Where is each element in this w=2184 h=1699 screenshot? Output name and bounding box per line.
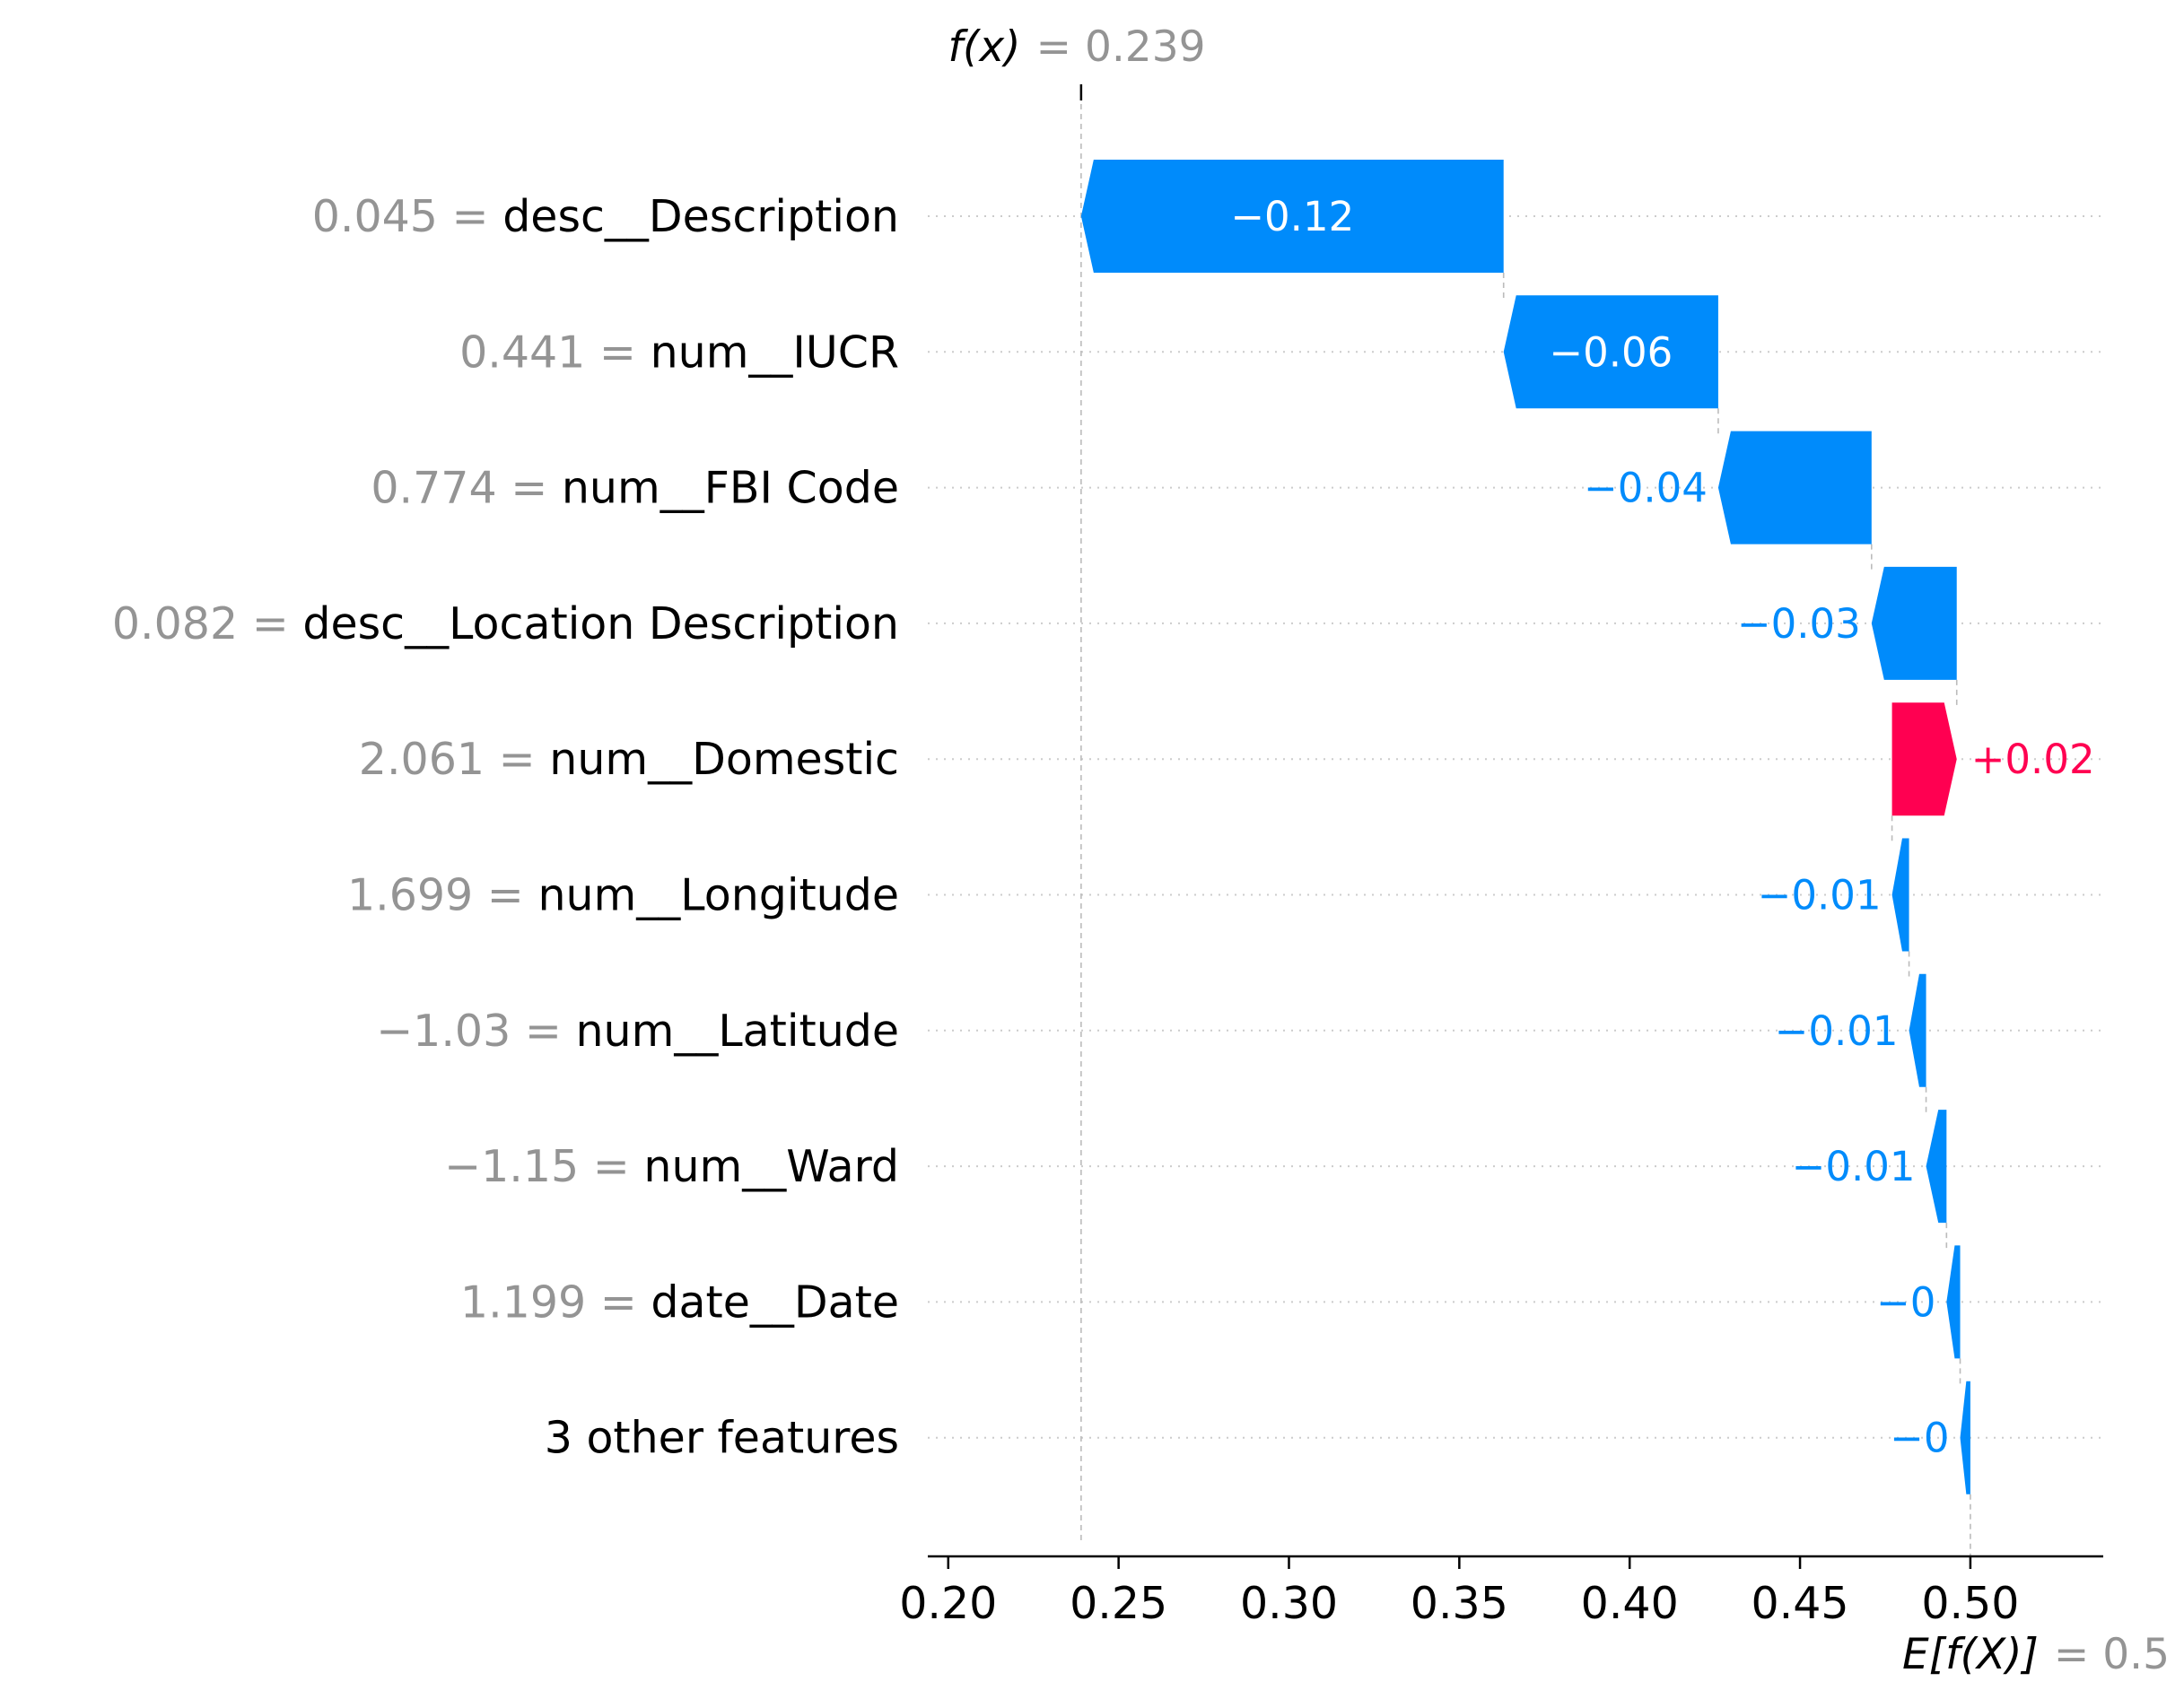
waterfall-bar [1909, 973, 1926, 1087]
feature-label: 3 other features [545, 1413, 899, 1464]
bar-value-label: −0 [1890, 1415, 1949, 1462]
bar-value-label: −0 [1876, 1278, 1935, 1326]
feature-label: −1.15 = num__Ward [444, 1141, 899, 1192]
fx-annotation: f(x) = 0.239 [948, 22, 1205, 72]
feature-label: 1.199 = date__Date [460, 1276, 899, 1328]
x-tick-label: 0.25 [1070, 1578, 1167, 1629]
bar-value-label: −0.01 [1758, 872, 1882, 919]
waterfall-bar [1503, 295, 1718, 409]
x-tick-label: 0.50 [1921, 1578, 2019, 1629]
feature-value: 0.774 = [371, 463, 562, 514]
waterfall-bar [1926, 1110, 1947, 1224]
feature-value: 2.061 = [359, 734, 550, 785]
bar-value-label: −0.06 [1549, 328, 1673, 376]
annotations: f(x) = 0.239 E[f(X)] = 0.5 [948, 22, 2170, 1679]
feature-value: 0.082 = [112, 598, 303, 649]
ex-label: E[f(X)] [1902, 1630, 2039, 1679]
x-tick-label: 0.45 [1752, 1578, 1849, 1629]
feature-label: 0.082 = desc__Location Description [112, 598, 899, 649]
x-tick-label: 0.35 [1411, 1578, 1508, 1629]
waterfall-bar [1717, 431, 1872, 545]
feature-label: 0.045 = desc__Description [312, 191, 899, 242]
x-axis: 0.20 0.25 0.30 0.35 0.40 0.45 0.50 [899, 1555, 2103, 1629]
feature-name: desc__Description [502, 191, 899, 242]
feature-value: 0.045 = [312, 191, 503, 242]
feature-name: 3 other features [545, 1413, 899, 1464]
feature-name: num__Domestic [549, 734, 899, 785]
ex-annotation: E[f(X)] = 0.5 [1902, 1630, 2170, 1679]
feature-name: num__FBI Code [562, 463, 899, 514]
feature-value: −1.03 = [376, 1006, 575, 1057]
waterfall-bar [1080, 160, 1504, 273]
feature-value: 1.699 = [347, 870, 538, 921]
waterfall-bar [1960, 1381, 1970, 1494]
bar-value-label: +0.02 [1971, 736, 2095, 783]
bar-value-label: −0.04 [1584, 465, 1708, 512]
fx-label: f(x) [948, 22, 1020, 72]
feature-name: num__Longitude [537, 870, 899, 921]
reference-lines [1079, 84, 1971, 1556]
feature-label: 1.699 = num__Longitude [347, 870, 899, 921]
waterfall-bar [1871, 566, 1957, 680]
waterfall-bar [1891, 702, 1957, 816]
x-tick-label: 0.20 [899, 1578, 997, 1629]
bar-value-label: −0.01 [1775, 1007, 1899, 1055]
feature-name: desc__Location Description [302, 598, 899, 649]
fx-value-number: 0.239 [1085, 22, 1206, 72]
feature-name: num__IUCR [651, 327, 899, 378]
contribution-bars: −0.12 −0.06 −0.04 −0.03 +0.02 −0.01 −0.01 −0.01… [1080, 160, 2095, 1494]
feature-label: 0.774 = num__FBI Code [371, 463, 899, 514]
feature-label: −1.03 = num__Latitude [376, 1006, 899, 1057]
feature-label: 0.441 = num__IUCR [459, 327, 899, 378]
x-tick-label: 0.40 [1581, 1578, 1679, 1629]
feature-name: num__Latitude [575, 1006, 899, 1057]
feature-value: −1.15 = [444, 1141, 643, 1192]
feature-name: num__Ward [643, 1141, 899, 1192]
ex-value: = [2054, 1630, 2102, 1679]
feature-value: 0.441 = [459, 327, 651, 378]
bar-value-label: −0.12 [1230, 193, 1354, 240]
feature-label: 2.061 = num__Domestic [359, 734, 899, 785]
waterfall-bar [1946, 1245, 1961, 1359]
bar-value-label: −0.03 [1737, 600, 1861, 648]
fx-value: = [1036, 22, 1085, 72]
waterfall-bar [1891, 838, 1909, 952]
feature-name: date__Date [651, 1276, 899, 1328]
x-tick-label: 0.30 [1240, 1578, 1338, 1629]
feature-value: 1.199 = [460, 1276, 651, 1328]
feature-labels: 0.045 = desc__Description 0.441 = num__IU… [112, 191, 899, 1464]
bar-value-label: −0.01 [1792, 1143, 1916, 1190]
ex-value-number: 0.5 [2102, 1630, 2170, 1679]
